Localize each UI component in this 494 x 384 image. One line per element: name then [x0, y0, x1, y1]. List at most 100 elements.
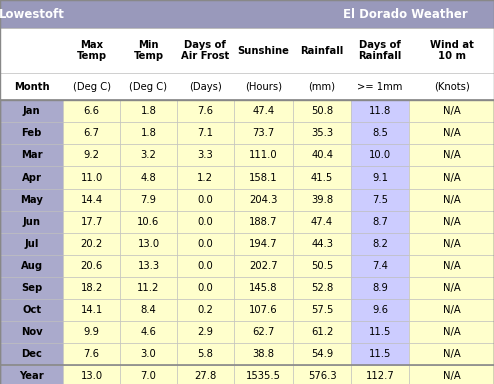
- Text: Apr: Apr: [22, 172, 41, 182]
- Bar: [0, 0, 494, 28]
- Bar: [409, 233, 494, 255]
- Bar: [293, 189, 351, 210]
- Text: Sep: Sep: [21, 283, 42, 293]
- Text: 13.0: 13.0: [81, 371, 103, 381]
- Text: Wind at
10 m: Wind at 10 m: [430, 40, 473, 61]
- Bar: [234, 343, 293, 365]
- Text: Year: Year: [19, 371, 44, 381]
- Text: 202.7: 202.7: [249, 261, 278, 271]
- Bar: [234, 122, 293, 144]
- Bar: [293, 277, 351, 299]
- Bar: [351, 343, 409, 365]
- Text: El Dorado Weather: El Dorado Weather: [343, 8, 467, 20]
- Text: 188.7: 188.7: [249, 217, 278, 227]
- Text: 1535.5: 1535.5: [246, 371, 281, 381]
- Text: N/A: N/A: [443, 327, 460, 337]
- Bar: [409, 343, 494, 365]
- Bar: [0, 100, 63, 122]
- Bar: [177, 321, 234, 343]
- Text: 0.2: 0.2: [197, 305, 213, 315]
- Text: 194.7: 194.7: [249, 239, 278, 249]
- Bar: [63, 299, 120, 321]
- Text: 1.2: 1.2: [197, 172, 213, 182]
- Bar: [63, 321, 120, 343]
- Bar: [293, 343, 351, 365]
- Text: 6.7: 6.7: [83, 128, 100, 138]
- Text: 10.0: 10.0: [369, 151, 391, 161]
- Bar: [120, 255, 177, 277]
- Text: N/A: N/A: [443, 261, 460, 271]
- Text: 145.8: 145.8: [249, 283, 278, 293]
- Text: N/A: N/A: [443, 128, 460, 138]
- Bar: [120, 365, 177, 384]
- Bar: [234, 233, 293, 255]
- Text: (Deg C): (Deg C): [129, 82, 167, 92]
- Text: 112.7: 112.7: [366, 371, 394, 381]
- Text: Sunshine: Sunshine: [238, 46, 289, 56]
- Bar: [293, 233, 351, 255]
- Bar: [0, 166, 63, 189]
- Text: 27.8: 27.8: [194, 371, 216, 381]
- Bar: [409, 100, 494, 122]
- Text: 3.3: 3.3: [198, 151, 213, 161]
- Text: (Deg C): (Deg C): [73, 82, 111, 92]
- Bar: [120, 100, 177, 122]
- Bar: [293, 166, 351, 189]
- Bar: [351, 210, 409, 233]
- Bar: [120, 233, 177, 255]
- Text: 47.4: 47.4: [252, 106, 275, 116]
- Text: 3.0: 3.0: [141, 349, 156, 359]
- Bar: [177, 166, 234, 189]
- Bar: [177, 299, 234, 321]
- Text: N/A: N/A: [443, 305, 460, 315]
- Bar: [120, 299, 177, 321]
- Bar: [63, 233, 120, 255]
- Bar: [120, 122, 177, 144]
- Text: Days of
Rainfall: Days of Rainfall: [358, 40, 402, 61]
- Text: 41.5: 41.5: [311, 172, 333, 182]
- Text: 7.5: 7.5: [372, 195, 388, 205]
- Bar: [293, 144, 351, 166]
- Text: 7.4: 7.4: [372, 261, 388, 271]
- Text: N/A: N/A: [443, 349, 460, 359]
- Bar: [293, 321, 351, 343]
- Bar: [351, 233, 409, 255]
- Text: N/A: N/A: [443, 195, 460, 205]
- Bar: [351, 166, 409, 189]
- Text: 1.8: 1.8: [140, 128, 157, 138]
- Text: 9.6: 9.6: [372, 305, 388, 315]
- Text: 17.7: 17.7: [81, 217, 103, 227]
- Text: 57.5: 57.5: [311, 305, 333, 315]
- Text: 8.9: 8.9: [372, 283, 388, 293]
- Bar: [234, 144, 293, 166]
- Bar: [293, 255, 351, 277]
- Text: 11.2: 11.2: [137, 283, 160, 293]
- Bar: [177, 189, 234, 210]
- Bar: [234, 277, 293, 299]
- Bar: [177, 365, 234, 384]
- Text: 14.4: 14.4: [81, 195, 103, 205]
- Bar: [63, 277, 120, 299]
- Text: 11.5: 11.5: [369, 349, 391, 359]
- Text: Lowestoft: Lowestoft: [0, 8, 65, 20]
- Text: 14.1: 14.1: [81, 305, 103, 315]
- Bar: [409, 189, 494, 210]
- Bar: [63, 210, 120, 233]
- Text: 9.2: 9.2: [83, 151, 100, 161]
- Text: Month: Month: [14, 82, 49, 92]
- Bar: [63, 343, 120, 365]
- Bar: [234, 255, 293, 277]
- Bar: [177, 343, 234, 365]
- Bar: [351, 122, 409, 144]
- Text: 13.3: 13.3: [137, 261, 160, 271]
- Text: 50.5: 50.5: [311, 261, 333, 271]
- Bar: [293, 210, 351, 233]
- Bar: [351, 277, 409, 299]
- Bar: [0, 321, 63, 343]
- Bar: [234, 299, 293, 321]
- Bar: [120, 321, 177, 343]
- Bar: [293, 100, 351, 122]
- Text: (Days): (Days): [189, 82, 222, 92]
- Text: 0.0: 0.0: [198, 217, 213, 227]
- Text: 158.1: 158.1: [249, 172, 278, 182]
